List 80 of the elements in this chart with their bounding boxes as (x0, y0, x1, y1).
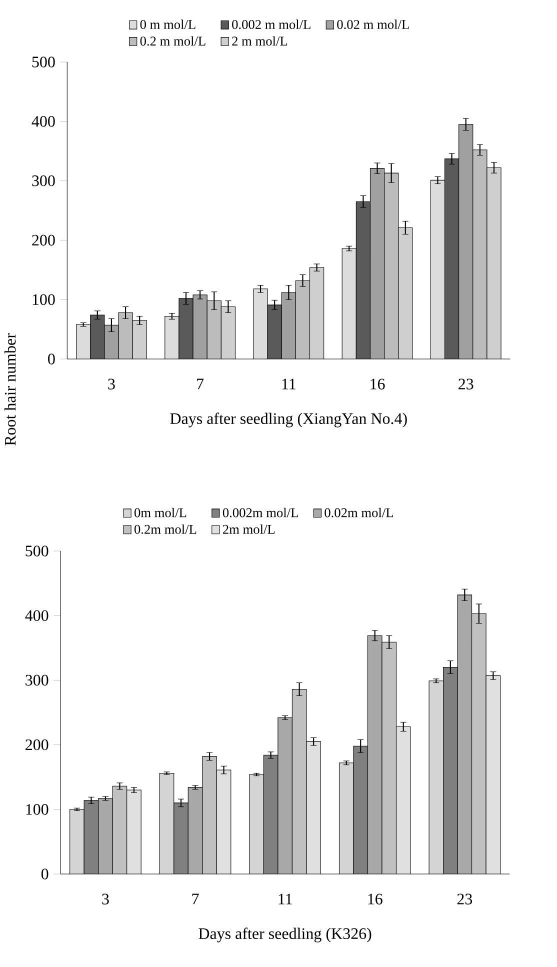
bar (112, 786, 127, 874)
bar (216, 770, 231, 874)
bar (442, 667, 458, 874)
bar (384, 173, 398, 359)
bar (471, 613, 486, 874)
legend-label: 2 m mol/L (232, 36, 287, 46)
bar (263, 755, 278, 874)
legend-label: 2m mol/L (222, 524, 274, 534)
y-tick-label: 300 (25, 674, 48, 686)
bar (428, 680, 444, 874)
legend-label: 0.002m mol/L (222, 508, 298, 518)
y-tick-label: 500 (26, 546, 48, 556)
bar (396, 726, 410, 874)
x-tick-label: 16 (370, 378, 385, 390)
bar (472, 150, 487, 359)
bar (306, 742, 320, 874)
legend-label: 0.02 m mol/L (336, 20, 409, 30)
bar (132, 320, 146, 359)
legend-label: 0.2 m mol/L (140, 36, 206, 46)
legend-label: 0.02m mol/L (324, 508, 393, 518)
bar (342, 248, 356, 359)
bar (486, 167, 502, 359)
bar (310, 268, 324, 359)
x-tick-label: 7 (196, 378, 204, 390)
y-axis-title: Root hair number (4, 333, 16, 446)
bar (370, 168, 384, 359)
x-axis-title: Days after seedling (XiangYan No.4) (170, 412, 407, 428)
x-tick-label: 23 (458, 378, 474, 390)
bar (430, 180, 445, 359)
x-axis-title: Days after seedling (K326) (198, 928, 371, 942)
legend-label: 0m mol/L (134, 508, 186, 518)
y-tick-label: 0 (48, 354, 55, 364)
bar (382, 642, 396, 874)
y-tick-label: 400 (24, 610, 48, 621)
x-tick-label: 16 (368, 894, 382, 904)
bar (267, 304, 282, 359)
bar (202, 756, 216, 874)
bar (90, 315, 104, 359)
bar (178, 298, 193, 359)
bar (206, 300, 221, 359)
y-tick-label: 400 (32, 116, 55, 127)
y-tick-label: 100 (32, 294, 55, 305)
bar (281, 292, 296, 359)
x-tick-label: 3 (102, 894, 109, 904)
x-tick-label: 23 (457, 894, 472, 904)
y-tick-label: 500 (32, 56, 55, 68)
bar (249, 774, 264, 874)
bar (339, 762, 354, 874)
legend-label: 0 m mol/L (140, 20, 196, 30)
x-tick-label: 11 (278, 894, 292, 904)
x-tick-label: 11 (282, 378, 296, 390)
bar (104, 325, 118, 359)
bar (353, 746, 368, 874)
bar (220, 306, 235, 359)
bar (126, 790, 141, 874)
y-tick-label: 0 (41, 868, 48, 880)
x-tick-label: 7 (192, 894, 199, 904)
bar (70, 809, 84, 874)
bar (292, 689, 306, 874)
bar (159, 773, 174, 874)
bar (76, 324, 90, 359)
bar (444, 158, 459, 359)
y-tick-label: 200 (25, 739, 48, 750)
bar (118, 312, 132, 359)
y-tick-label: 100 (26, 804, 48, 815)
y-tick-label: 300 (32, 175, 55, 186)
bar (253, 288, 268, 359)
bar (458, 124, 473, 359)
x-tick-label: 3 (108, 378, 115, 390)
legend-label: 0.2m mol/L (134, 524, 196, 534)
bar (398, 228, 412, 359)
bar (192, 294, 207, 359)
legend-label: 0.002 m mol/L (232, 20, 310, 30)
bar (164, 316, 179, 359)
bar (84, 800, 98, 874)
bar (295, 280, 310, 359)
y-tick-label: 200 (32, 234, 55, 246)
bar (486, 675, 500, 874)
bar (174, 802, 188, 874)
bar (356, 202, 370, 359)
